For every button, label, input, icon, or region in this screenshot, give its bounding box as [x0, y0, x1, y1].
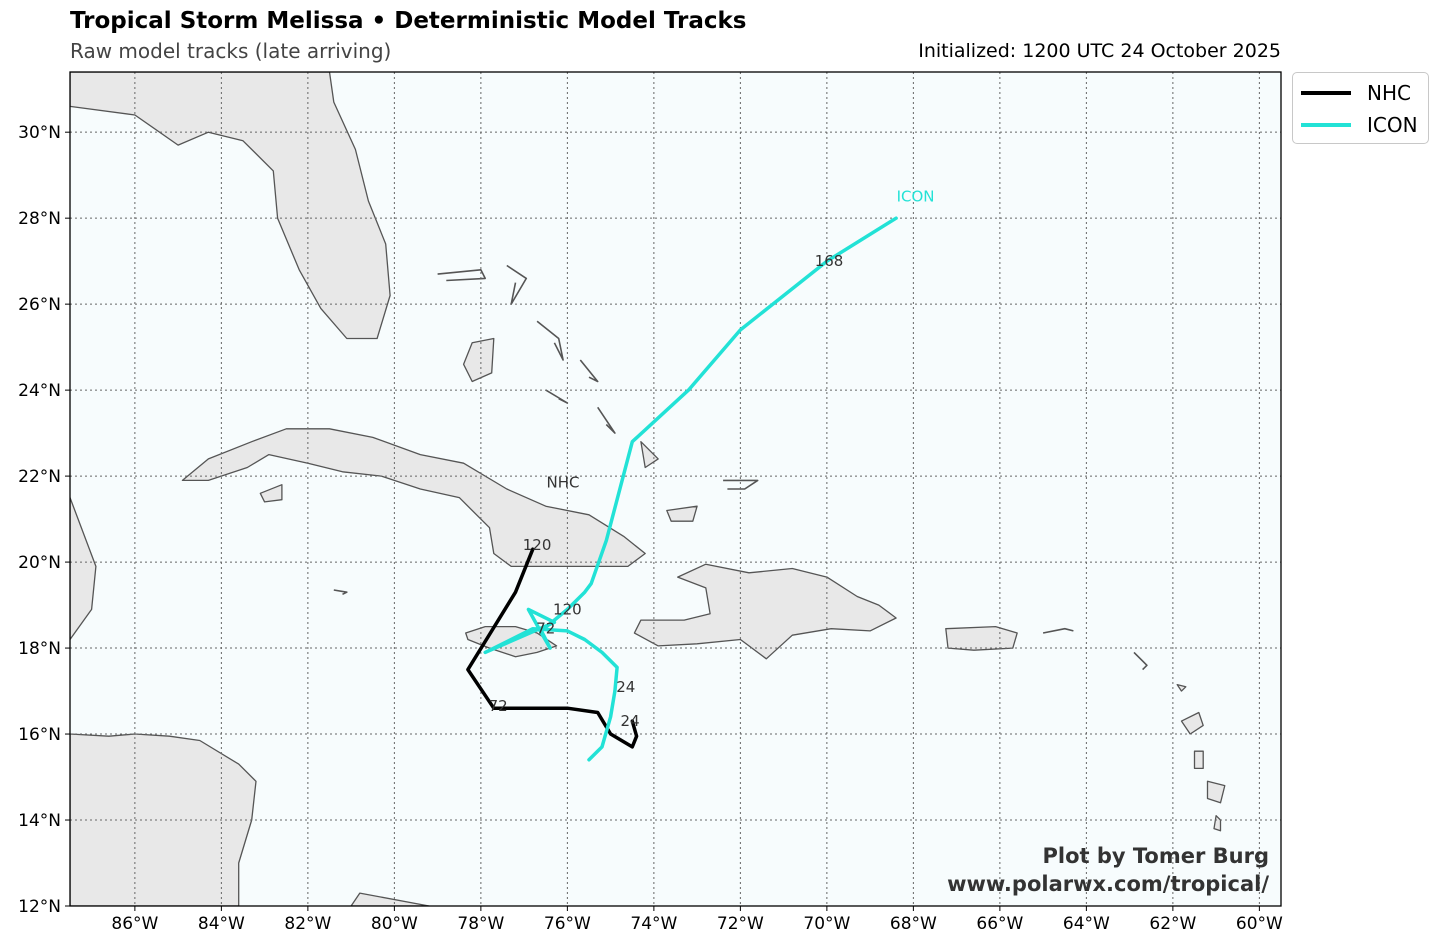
- initialized-time: Initialized: 1200 UTC 24 October 2025: [918, 40, 1281, 62]
- land-eleuthera: [536, 320, 564, 361]
- tick-label-lon: 64°W: [1063, 914, 1110, 934]
- track-nhc: [466, 547, 639, 749]
- tick-label-lon: 82°W: [284, 914, 331, 934]
- tick-label-lon: 76°W: [544, 914, 591, 934]
- land-cuba: [181, 428, 646, 568]
- tick-label-lon: 74°W: [630, 914, 677, 934]
- tick-label-lat: 28°N: [18, 209, 61, 229]
- land-leeward-islands: [1133, 651, 1148, 671]
- forecast-hour-label-icon: 168: [815, 252, 844, 270]
- land-andros: [462, 337, 495, 383]
- land-grand-bahama: [437, 268, 487, 282]
- tick-label-lat: 16°N: [18, 725, 61, 745]
- chart-subtitle: Raw model tracks (late arriving): [70, 39, 392, 63]
- tick-label-lat: 20°N: [18, 553, 61, 573]
- credit-line-1: Plot by Tomer Burg: [1042, 844, 1270, 868]
- legend: NHC ICON: [1292, 72, 1429, 144]
- tick-label-lat: 12°N: [18, 897, 61, 917]
- land-hispaniola: [633, 563, 897, 660]
- tick-label-lon: 72°W: [717, 914, 764, 934]
- land-isla-de-la-juventud: [259, 484, 283, 503]
- forecast-hour-label-icon: 24: [616, 678, 635, 696]
- land-central-america: [70, 733, 257, 906]
- tick-label-lat: 14°N: [18, 811, 61, 831]
- land-virgin-islands: [1042, 627, 1074, 634]
- tick-label-lon: 84°W: [198, 914, 245, 934]
- legend-swatch-icon: [1301, 123, 1351, 127]
- axis-ticks: 86°W 84°W 82°W 80°W 78°W 76°W 74°W 72°W 70°W 68°W…: [18, 123, 1283, 934]
- legend-item-nhc: NHC: [1301, 81, 1411, 105]
- land-cat-island: [579, 359, 599, 383]
- land-abaco: [506, 264, 528, 305]
- land-acklins: [640, 441, 659, 469]
- model-tracks: 24 72 120 NHC 24 72 120 168 ICON: [466, 188, 935, 762]
- legend-swatch-nhc: [1301, 91, 1351, 95]
- land-st-lucia: [1213, 815, 1222, 832]
- land-guadeloupe: [1180, 711, 1204, 735]
- land-cayman-islands: [333, 589, 348, 596]
- land-martinique: [1206, 780, 1226, 804]
- land-north-america-mainland: [70, 72, 391, 340]
- chart-title: Tropical Storm Melissa • Deterministic M…: [70, 8, 747, 34]
- land-caicos: [723, 479, 759, 490]
- tick-label-lon: 80°W: [371, 914, 418, 934]
- land-antigua: [1176, 683, 1187, 692]
- land-dominica: [1193, 750, 1204, 770]
- credit-line-2: www.polarwx.com/tropical/: [947, 872, 1269, 896]
- track-name-label-icon: ICON: [897, 188, 935, 206]
- tick-label-lon: 78°W: [457, 914, 504, 934]
- forecast-hour-label-icon: 120: [553, 600, 582, 618]
- tick-label-lat: 24°N: [18, 381, 61, 401]
- tick-label-lon: 62°W: [1149, 914, 1196, 934]
- landmasses: [70, 72, 1226, 906]
- tick-label-lon: 68°W: [890, 914, 937, 934]
- graticule: [70, 72, 1281, 906]
- forecast-hour-label-icon: 72: [536, 620, 555, 638]
- forecast-hour-label-nhc: 72: [489, 697, 508, 715]
- forecast-hour-label-nhc: 24: [621, 712, 640, 730]
- legend-item-icon: ICON: [1301, 113, 1418, 137]
- land-inagua: [666, 505, 698, 522]
- legend-label-nhc: NHC: [1367, 81, 1411, 105]
- land-yucatan: [70, 496, 97, 641]
- land-puerto-rico: [945, 625, 1018, 651]
- tick-label-lat: 26°N: [18, 295, 61, 315]
- track-icon: [483, 216, 898, 762]
- tick-label-lon: 70°W: [803, 914, 850, 934]
- tick-label-lat: 30°N: [18, 123, 61, 143]
- land-south-america: [350, 892, 430, 906]
- tick-label-lat: 18°N: [18, 639, 61, 659]
- tick-label-lat: 22°N: [18, 467, 61, 487]
- tick-label-lon: 60°W: [1236, 914, 1283, 934]
- tick-label-lon: 66°W: [976, 914, 1023, 934]
- map-frame: [69, 71, 1282, 907]
- track-name-label-nhc: NHC: [547, 474, 580, 492]
- tick-label-lon: 86°W: [111, 914, 158, 934]
- land-long-island: [597, 406, 616, 434]
- forecast-hour-label-nhc: 120: [523, 536, 552, 554]
- legend-label-icon: ICON: [1367, 113, 1418, 137]
